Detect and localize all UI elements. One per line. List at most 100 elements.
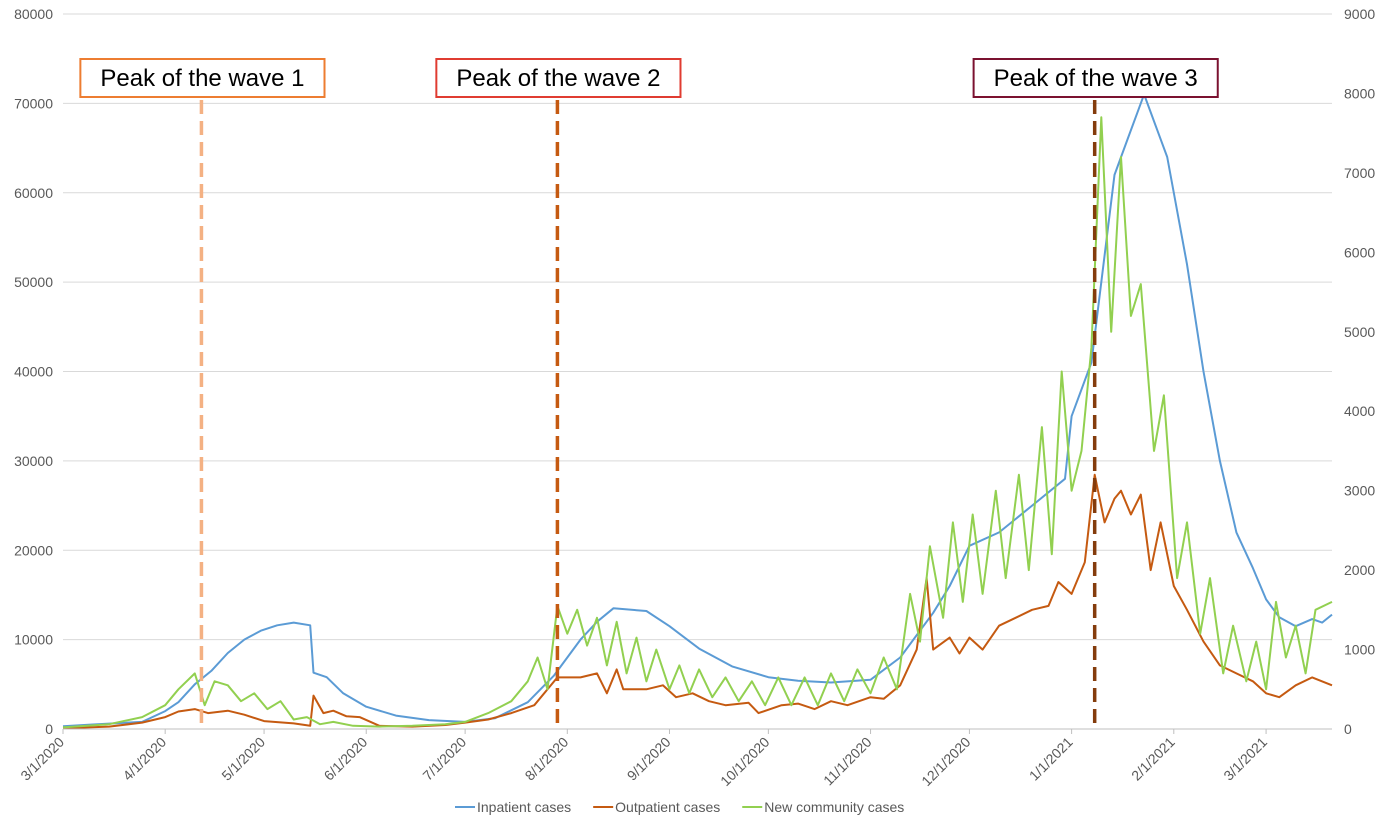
legend-item: New community cases <box>742 799 904 815</box>
data-point <box>606 692 608 694</box>
data-point <box>1051 553 1053 555</box>
data-point <box>711 696 713 698</box>
data-point <box>909 593 911 595</box>
data-point <box>444 723 446 725</box>
data-point <box>1104 521 1106 523</box>
data-point <box>1071 415 1073 417</box>
legend: Inpatient cases Outpatient cases New commu… <box>455 799 904 815</box>
data-point <box>1137 111 1139 113</box>
data-point <box>949 585 951 587</box>
x-tick-label: 10/1/2020 <box>717 734 773 790</box>
data-point <box>177 701 179 703</box>
data-point <box>227 710 229 712</box>
data-point <box>164 704 166 706</box>
data-point <box>346 715 348 717</box>
data-point <box>1120 490 1122 492</box>
data-point <box>995 490 997 492</box>
data-point <box>1186 263 1188 265</box>
data-point <box>847 704 849 706</box>
data-point <box>675 696 677 698</box>
data-point <box>817 704 819 706</box>
data-point <box>883 698 885 700</box>
data-point <box>1245 680 1247 682</box>
data-point <box>1331 684 1333 686</box>
data-point <box>1156 129 1158 131</box>
data-point <box>164 716 166 718</box>
data-point <box>645 610 647 612</box>
data-point <box>580 676 582 678</box>
y-left-tick-label: 0 <box>45 721 53 737</box>
y-right-tick-label: 0 <box>1344 721 1352 737</box>
data-point <box>319 723 321 725</box>
data-point <box>688 692 690 694</box>
data-point <box>982 649 984 651</box>
data-point <box>1150 569 1152 571</box>
data-point <box>781 704 783 706</box>
y-left-tick-label: 70000 <box>14 95 53 111</box>
data-point <box>596 672 598 674</box>
legend-item: Inpatient cases <box>455 799 571 815</box>
data-point <box>856 668 858 670</box>
data-point <box>1199 633 1201 635</box>
data-point <box>1130 514 1132 516</box>
data-point <box>1232 625 1234 627</box>
data-point <box>194 708 196 710</box>
data-point <box>141 722 143 724</box>
data-point <box>596 617 598 619</box>
data-point <box>487 719 489 721</box>
data-point <box>1203 371 1205 373</box>
data-point <box>1084 561 1086 563</box>
data-point <box>1100 116 1102 118</box>
data-point <box>547 688 549 690</box>
data-point <box>1005 577 1007 579</box>
data-point <box>1305 672 1307 674</box>
data-point <box>586 645 588 647</box>
data-point <box>830 700 832 702</box>
peak-annotation: Peak of the wave 1 <box>79 58 326 98</box>
data-point <box>510 712 512 714</box>
data-point <box>830 682 832 684</box>
data-point <box>537 657 539 659</box>
data-point <box>1015 617 1017 619</box>
data-point <box>566 633 568 635</box>
data-point <box>204 704 206 706</box>
data-point <box>1120 156 1122 158</box>
data-point <box>612 607 614 609</box>
data-point <box>1127 138 1129 140</box>
data-point <box>929 545 931 547</box>
data-point <box>919 641 921 643</box>
data-point <box>428 719 430 721</box>
y-left-tick-label: 20000 <box>14 542 53 558</box>
data-point <box>1100 281 1102 283</box>
data-point <box>1018 474 1020 476</box>
data-point <box>1061 371 1063 373</box>
data-point <box>1265 692 1267 694</box>
y-left-tick-label: 40000 <box>14 364 53 380</box>
data-point <box>527 701 529 703</box>
data-point <box>751 680 753 682</box>
y-left-tick-label: 10000 <box>14 632 53 648</box>
data-point <box>830 672 832 674</box>
data-point <box>1057 581 1059 583</box>
data-point <box>1176 577 1178 579</box>
data-point <box>1235 672 1237 674</box>
data-point <box>1265 598 1267 600</box>
data-point <box>972 514 974 516</box>
data-point <box>616 668 618 670</box>
data-point <box>177 688 179 690</box>
data-point <box>1081 450 1083 452</box>
peak-annotation-box <box>972 58 1219 98</box>
data-point <box>227 652 229 654</box>
data-point <box>1140 283 1142 285</box>
data-point <box>243 714 245 716</box>
data-point <box>764 704 766 706</box>
data-point <box>932 612 934 614</box>
y-right-tick-label: 9000 <box>1344 6 1375 22</box>
data-point <box>293 722 295 724</box>
data-point <box>309 624 311 626</box>
data-point <box>293 622 295 624</box>
data-point <box>669 688 671 690</box>
data-point <box>968 637 970 639</box>
x-tick-label: 3/1/2021 <box>1220 734 1270 784</box>
data-point <box>626 672 628 674</box>
